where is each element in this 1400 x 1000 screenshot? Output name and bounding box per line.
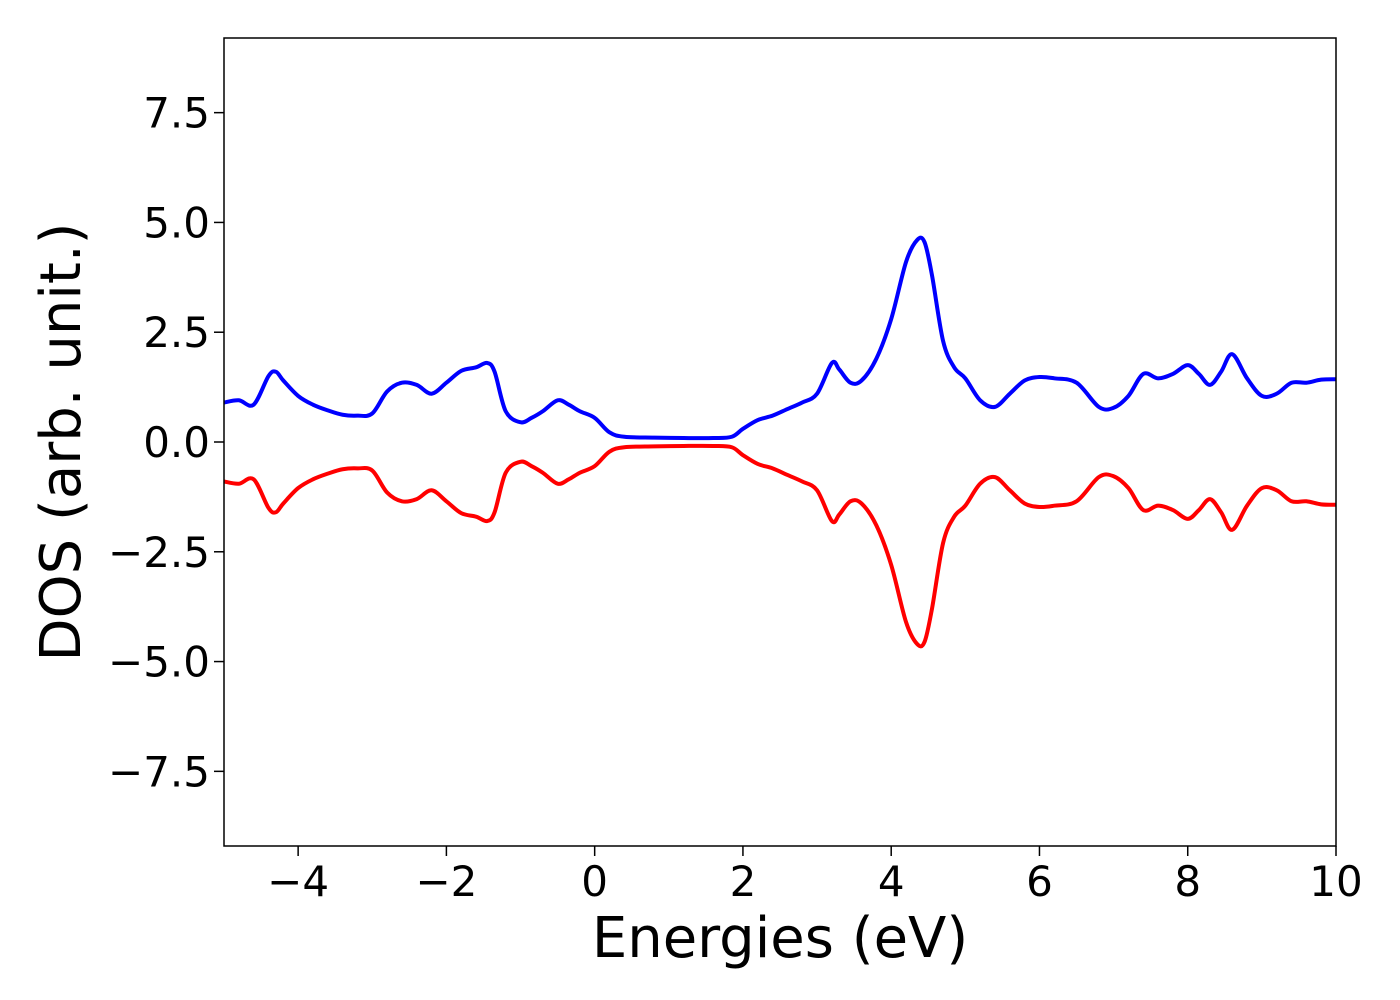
y-tick-label: −5.0 [108, 638, 210, 687]
y-tick-label: −2.5 [108, 528, 210, 577]
y-tick-label: −7.5 [108, 747, 210, 796]
x-tick-label: 10 [1309, 857, 1362, 906]
x-tick-label: 2 [730, 857, 757, 906]
series-line-spin-up [224, 235, 1336, 441]
y-tick-label: 0.0 [143, 418, 210, 467]
y-axis-ticks: −7.5 −5.0 −2.5 0.0 2.5 5.0 7.5 [108, 89, 224, 796]
y-tick-label: 2.5 [143, 308, 210, 357]
y-tick-label: 7.5 [143, 89, 210, 138]
series-layer [224, 235, 1336, 649]
y-tick-label: 5.0 [143, 198, 210, 247]
x-tick-label: −4 [267, 857, 329, 906]
x-tick-label: 0 [581, 857, 608, 906]
x-tick-label: 4 [878, 857, 905, 906]
x-axis-ticks: −4 −2 0 2 4 6 8 10 [267, 846, 1363, 906]
series-line-spin-down [224, 443, 1336, 649]
y-axis-label: DOS (arb. unit.) [29, 222, 94, 661]
x-tick-label: 6 [1026, 857, 1053, 906]
x-axis-label: Energies (eV) [592, 906, 968, 971]
x-tick-label: −2 [415, 857, 477, 906]
x-tick-label: 8 [1174, 857, 1201, 906]
